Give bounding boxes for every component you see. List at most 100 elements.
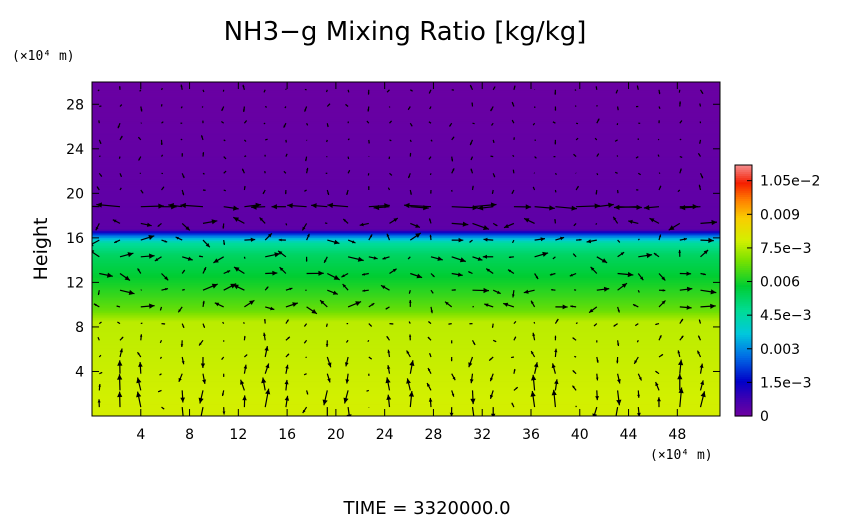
wind-vector (614, 139, 618, 142)
field-band (92, 163, 720, 167)
wind-vector-head (406, 378, 411, 384)
wind-vector-head (243, 364, 248, 369)
wind-vector (97, 89, 100, 92)
wind-vector-head (242, 168, 245, 171)
wind-vector-head (595, 192, 598, 195)
wind-vector-head (146, 222, 152, 227)
field-band (92, 267, 720, 270)
wind-vector (678, 89, 681, 93)
colorbar-segment (735, 275, 752, 279)
field-band (92, 228, 720, 232)
wind-vector-head (164, 276, 169, 281)
colorbar-segment (735, 311, 752, 315)
wind-vector-head (427, 383, 431, 387)
wind-vector-head (185, 226, 190, 231)
wind-vector-head (214, 302, 220, 307)
colorbar-segment (735, 380, 752, 384)
wind-vector (119, 104, 123, 107)
wind-vector-head (495, 224, 498, 226)
field-band (92, 367, 720, 370)
colorbar-segment (735, 179, 752, 183)
field-band (92, 125, 720, 128)
wind-vector-head (432, 274, 435, 277)
field-band (92, 320, 720, 324)
colorbar-segment (735, 378, 752, 382)
wind-vector-head (285, 192, 287, 195)
field-band (92, 98, 720, 101)
field-band (92, 140, 720, 143)
x-tick-label: 28 (425, 427, 443, 443)
wind-vector-head (410, 192, 412, 195)
field-band (92, 102, 720, 105)
wind-vector (367, 173, 370, 176)
field-band (92, 183, 720, 187)
colorbar-segment (735, 296, 752, 300)
x-tick-label: 20 (327, 427, 345, 443)
colorbar-segment (735, 196, 752, 200)
field-band (92, 404, 720, 407)
field-band (92, 97, 720, 100)
wind-vector-head (265, 388, 271, 395)
colorbar-segment (735, 171, 752, 174)
wind-vector (159, 356, 162, 359)
wind-vector-head (327, 192, 330, 195)
wind-vector (347, 156, 350, 160)
wind-vector-head (304, 324, 306, 327)
wind-vector-head (554, 92, 557, 95)
colorbar-segment (735, 286, 752, 290)
wind-vector (303, 373, 307, 376)
colorbar-segment (735, 330, 752, 333)
field-band (92, 375, 720, 379)
wind-vector-head (677, 350, 681, 354)
wind-vector-head (92, 250, 95, 255)
wind-vector-head (514, 336, 516, 339)
wind-vector-head (327, 362, 332, 368)
wind-vector-head (524, 218, 530, 223)
wind-vector-head (362, 289, 366, 292)
wind-vector (325, 89, 328, 93)
wind-vector-head (699, 142, 701, 144)
wind-vector-head (679, 101, 681, 104)
wind-vector-head (304, 341, 306, 344)
wind-vector-head (97, 292, 100, 295)
wind-vector-head (459, 257, 466, 263)
wind-vector-head (180, 397, 185, 403)
wind-vector-head (181, 361, 185, 365)
colorbar-segment (735, 351, 752, 354)
wind-vector-head (660, 354, 663, 357)
wind-vector-head (573, 224, 576, 226)
wind-vector-head (708, 237, 714, 243)
wind-vector-head (637, 412, 641, 416)
y-tick-label: 12 (66, 275, 84, 291)
wind-vector-head (698, 153, 700, 155)
wind-vector-head (486, 268, 490, 272)
field-band (92, 170, 720, 173)
wind-vector-head (93, 303, 97, 307)
field-band (92, 155, 720, 158)
colorbar-segment (735, 397, 752, 400)
colorbar-tick-label: 0 (760, 409, 769, 425)
wind-vector (366, 120, 370, 124)
colorbar-tick-label: 7.5e−3 (760, 241, 812, 257)
wind-vector-head (472, 185, 474, 188)
wind-vector-head (661, 276, 666, 281)
wind-vector-head (213, 258, 219, 263)
wind-vector-head (614, 204, 620, 210)
field-band (92, 335, 720, 339)
wind-vector-head (657, 397, 661, 402)
wind-vector (534, 139, 537, 141)
colorbar-segment (735, 340, 752, 344)
wind-vector-head (512, 241, 514, 243)
wind-vector-head (549, 205, 555, 211)
wind-vector-head (429, 234, 432, 237)
colorbar-segment (735, 238, 752, 241)
wind-vector-head (345, 104, 347, 106)
wind-vector-head (451, 342, 453, 344)
wind-vector-head (168, 203, 174, 209)
field-band (92, 374, 720, 377)
wind-vector-head (287, 353, 289, 356)
colorbar-segment (735, 353, 752, 356)
wind-vector-head (601, 258, 608, 263)
wind-vector-head (162, 407, 165, 410)
wind-vector-head (549, 273, 553, 276)
